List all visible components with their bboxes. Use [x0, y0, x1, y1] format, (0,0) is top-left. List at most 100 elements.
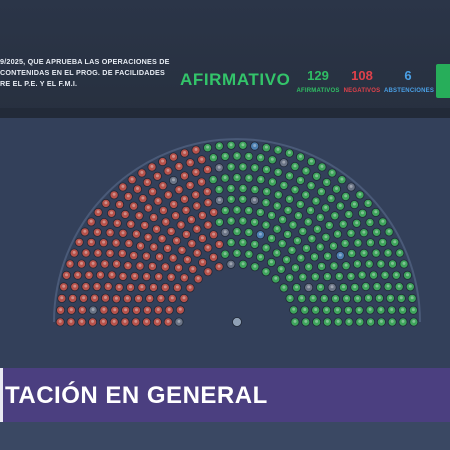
seat-avatar	[217, 242, 221, 246]
seat-avatar	[137, 213, 141, 217]
seat-avatar	[270, 179, 274, 183]
seat-avatar	[315, 227, 319, 231]
seat	[371, 207, 381, 217]
seat	[398, 317, 408, 327]
seat	[273, 145, 283, 155]
seat-avatar	[164, 219, 168, 223]
seat	[123, 261, 133, 271]
seat	[77, 317, 87, 327]
seat	[306, 181, 316, 191]
seat-avatar	[223, 252, 227, 256]
seat-avatar	[325, 180, 329, 184]
seat	[244, 227, 254, 237]
seat	[220, 151, 230, 161]
seat-avatar	[346, 308, 350, 312]
seat-avatar	[398, 250, 402, 254]
seat-avatar	[253, 198, 256, 202]
seat-avatar	[58, 319, 62, 323]
seat	[352, 218, 362, 228]
seat	[88, 259, 98, 269]
seat-avatar	[364, 284, 368, 288]
seat	[250, 163, 260, 173]
seat	[121, 305, 131, 315]
seat	[323, 251, 333, 261]
seat	[143, 232, 153, 242]
seat-avatar	[151, 189, 155, 193]
seat	[338, 282, 348, 292]
seat	[322, 272, 332, 282]
seat-avatar	[314, 199, 318, 202]
seat	[81, 282, 91, 292]
seat-avatar	[314, 308, 318, 311]
side-tab	[436, 64, 450, 98]
seat-avatar	[264, 269, 268, 273]
seat-avatar	[265, 189, 269, 193]
seat	[185, 283, 195, 293]
seat	[191, 167, 201, 177]
seat-avatar	[140, 170, 144, 174]
seat	[131, 317, 141, 327]
seat-avatar	[356, 240, 360, 244]
seat-avatar	[306, 219, 310, 223]
seat-avatar	[355, 221, 359, 225]
seat	[244, 249, 254, 259]
seat	[255, 230, 265, 240]
seat	[364, 259, 374, 269]
seat	[186, 215, 196, 225]
seat-avatar	[189, 217, 193, 221]
seat-avatar	[299, 256, 303, 259]
seat-avatar	[300, 296, 304, 300]
seat	[385, 293, 395, 303]
seat-avatar	[235, 251, 239, 255]
seat-avatar	[374, 251, 378, 254]
seat-avatar	[161, 183, 165, 187]
seat	[357, 270, 367, 280]
seat-avatar	[386, 250, 390, 254]
seat-avatar	[129, 222, 133, 226]
seat-avatar	[157, 274, 161, 278]
seat	[107, 270, 117, 280]
seat	[77, 305, 87, 315]
seat-avatar	[104, 296, 107, 299]
seat-avatar	[95, 284, 99, 288]
seat	[312, 224, 322, 234]
seat-avatar	[290, 248, 294, 252]
seat	[209, 230, 219, 240]
seat-avatar	[282, 285, 286, 289]
seat-avatar	[110, 273, 114, 276]
seat	[306, 206, 316, 216]
seat-avatar	[383, 273, 387, 277]
seat-avatar	[269, 260, 273, 264]
seat-avatar	[166, 246, 170, 250]
seat	[122, 294, 132, 304]
seat-avatar	[98, 273, 102, 276]
seat-avatar	[80, 261, 83, 265]
seat	[374, 293, 384, 303]
seat	[361, 281, 371, 291]
seat	[142, 317, 152, 327]
seat	[306, 157, 316, 167]
seat	[182, 255, 192, 265]
seat-avatar	[235, 153, 239, 157]
seat-avatar	[282, 183, 286, 187]
seat	[409, 317, 419, 327]
seat-avatar	[235, 175, 239, 179]
seat	[158, 181, 168, 191]
seat-avatar	[352, 202, 356, 206]
seat	[168, 152, 178, 162]
seat-avatar	[253, 144, 257, 147]
seat	[105, 228, 115, 238]
seat	[80, 227, 90, 237]
seat-avatar	[241, 218, 245, 222]
seat-avatar	[357, 308, 361, 312]
seat	[284, 194, 294, 204]
seat	[244, 206, 254, 216]
seat	[192, 224, 202, 234]
seat	[338, 219, 348, 229]
seat-avatar	[206, 269, 210, 273]
seat-avatar	[188, 183, 192, 187]
seat	[191, 190, 201, 200]
seat-avatar	[247, 252, 251, 256]
seat	[304, 282, 314, 292]
